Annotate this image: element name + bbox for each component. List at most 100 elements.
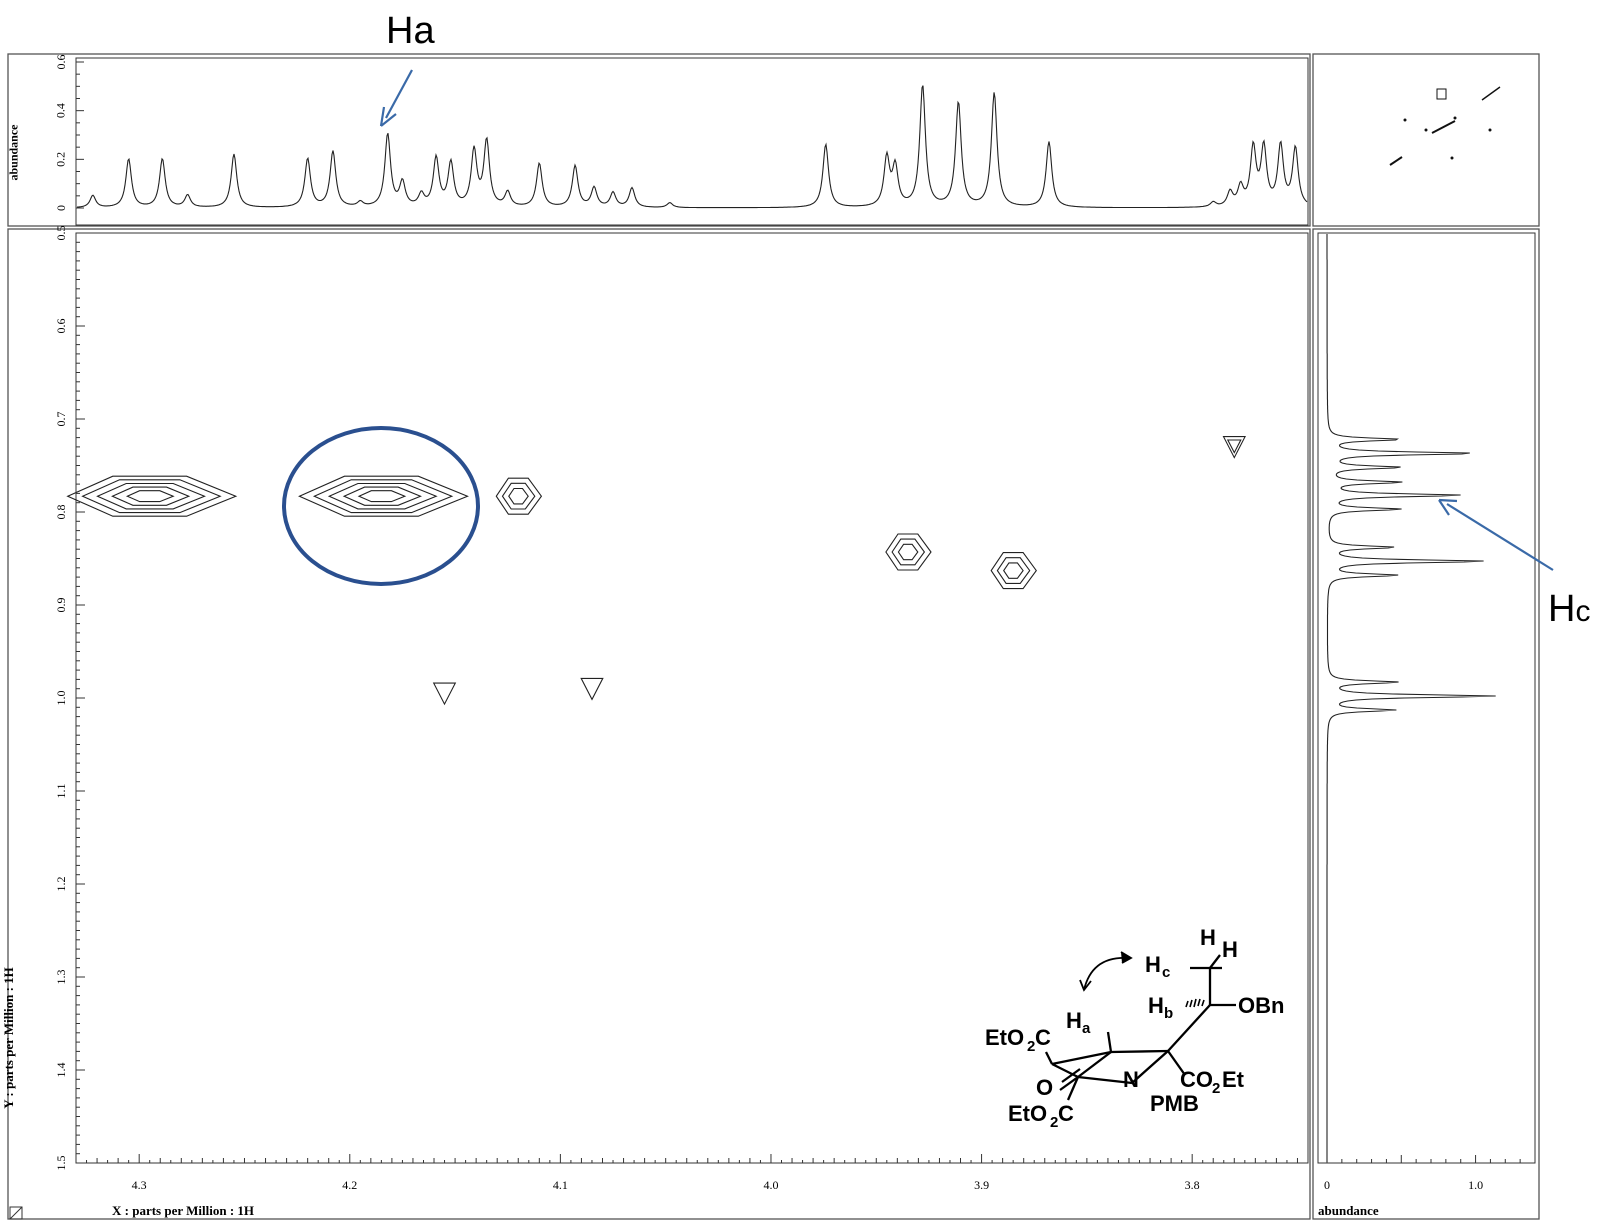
mol-hc: H — [1145, 952, 1161, 977]
hc-arrow-shaft — [1446, 503, 1554, 571]
contour-level — [312, 479, 454, 514]
mol-eto-top-c: C — [1035, 1025, 1051, 1050]
contour-level — [495, 477, 543, 515]
contour-level — [897, 543, 919, 561]
corner-panel-frame — [1312, 53, 1540, 227]
top-spectrum-trace — [76, 85, 1308, 209]
contour-level — [508, 487, 529, 505]
contour-peaks — [66, 436, 1247, 706]
contour-level — [96, 482, 206, 510]
x-tick-label: 4.1 — [553, 1178, 568, 1192]
hc-label-sub: c — [1575, 595, 1591, 628]
mol-eto-bottom-sub: 2 — [1050, 1114, 1058, 1131]
contour-level — [1226, 439, 1242, 454]
contour-level — [501, 482, 536, 510]
top-y-tick-label: 0 — [54, 205, 68, 211]
y-tick-label: 1.1 — [54, 784, 68, 799]
mol-h2: H — [1222, 937, 1238, 962]
y-tick-label: 0.5 — [54, 226, 68, 241]
mol-hc-sub: c — [1162, 964, 1170, 981]
right-spectrum-frame — [1312, 228, 1540, 1220]
contour-level — [357, 490, 407, 503]
mol-hb: H — [1148, 993, 1164, 1018]
highlight-circle — [282, 426, 480, 586]
contour-peak — [432, 682, 457, 706]
corner-mini-map — [1389, 86, 1501, 166]
x-tick-label: 3.9 — [974, 1178, 989, 1192]
contour-peak — [495, 477, 543, 515]
main-plot-box — [75, 232, 1309, 1164]
y-tick-label: 0.6 — [54, 319, 68, 334]
x-tick-label: 4.2 — [342, 1178, 357, 1192]
mol-ha: H — [1066, 1008, 1082, 1033]
contour-peak — [66, 475, 238, 517]
contour-level — [1222, 436, 1247, 459]
top-spectrum-frame — [7, 53, 1311, 227]
ha-arrow-head — [379, 106, 397, 127]
contour-peak — [885, 533, 932, 571]
contour-level — [342, 486, 422, 506]
top-y-tick-label: 0.4 — [54, 103, 68, 118]
contour-peak — [580, 677, 604, 701]
right-x-tick-label: 0 — [1324, 1178, 1330, 1192]
right-plot-box — [1317, 232, 1536, 1164]
y-tick-label: 1.2 — [54, 877, 68, 892]
main-contour-frame — [7, 228, 1311, 1220]
contour-level — [111, 486, 191, 506]
top-y-tick-label: 0.6 — [54, 55, 68, 70]
molecule-labels: H H H c H b OBn H a EtO 2 C O N CO 2 Et … — [985, 925, 1284, 1131]
mol-co2et: CO — [1180, 1067, 1213, 1092]
y-tick-label: 0.9 — [54, 598, 68, 613]
hc-label-main: H — [1548, 588, 1576, 630]
y-tick-label: 0.8 — [54, 505, 68, 520]
top-axis-ticks: 0 0.2 0.4 0.6 — [54, 55, 84, 211]
top-y-axis-title: abundance — [6, 124, 21, 181]
mol-eto-bottom-c: C — [1058, 1101, 1074, 1126]
contour-level — [327, 482, 438, 510]
mol-n: N — [1123, 1067, 1139, 1092]
contour-level — [891, 538, 926, 566]
contour-level — [996, 557, 1031, 584]
hc-arrow-head — [1438, 498, 1458, 516]
contour-peak — [990, 552, 1037, 590]
mol-pmb: PMB — [1150, 1091, 1199, 1116]
y-axis-title: Y : parts per Million : 1H — [0, 967, 16, 1109]
top-y-tick-label: 0.2 — [54, 152, 68, 167]
contour-level — [580, 677, 604, 701]
mol-eto-bottom: EtO — [1008, 1101, 1047, 1126]
mol-eto-top-sub: 2 — [1027, 1038, 1035, 1055]
main-y-ticks: 0.5 0.6 0.7 0.8 0.9 1.0 1.1 1.2 1.3 1.4 1.5 — [54, 226, 85, 1171]
y-tick-label: 1.0 — [54, 691, 68, 706]
x-tick-label: 3.8 — [1185, 1178, 1200, 1192]
right-spectrum-trace — [1326, 234, 1496, 1162]
y-tick-label: 1.5 — [54, 1156, 68, 1171]
contour-level — [885, 533, 932, 571]
x-tick-label: 4.0 — [763, 1178, 778, 1192]
contour-level — [298, 475, 469, 517]
right-x-axis-title: abundance — [1318, 1203, 1379, 1218]
mol-oxo: O — [1036, 1075, 1053, 1100]
x-tick-label: 4.3 — [132, 1178, 147, 1192]
contour-level — [66, 475, 238, 517]
y-tick-label: 1.4 — [54, 1063, 68, 1078]
mol-ha-sub: a — [1082, 1020, 1091, 1037]
contour-peak — [1222, 436, 1247, 459]
mol-obn: OBn — [1238, 993, 1284, 1018]
right-x-ticks: 0 1.0 — [1324, 1155, 1536, 1192]
contour-level — [1003, 562, 1024, 579]
mol-co2et-sub: 2 — [1212, 1080, 1220, 1097]
ha-label: Ha — [386, 10, 435, 52]
contour-level — [990, 552, 1037, 590]
main-x-ticks: 4.3 4.2 4.1 4.0 3.9 3.8 — [75, 1154, 1309, 1192]
contour-level — [125, 490, 175, 503]
mol-h1: H — [1200, 925, 1216, 950]
contour-level — [81, 479, 222, 514]
mol-co2et-et: Et — [1222, 1067, 1245, 1092]
right-x-tick-label: 1.0 — [1468, 1178, 1483, 1192]
y-tick-label: 0.7 — [54, 412, 68, 427]
y-tick-label: 1.3 — [54, 970, 68, 985]
mol-eto-top: EtO — [985, 1025, 1024, 1050]
contour-level — [432, 682, 457, 706]
top-plot-box — [75, 57, 1309, 226]
